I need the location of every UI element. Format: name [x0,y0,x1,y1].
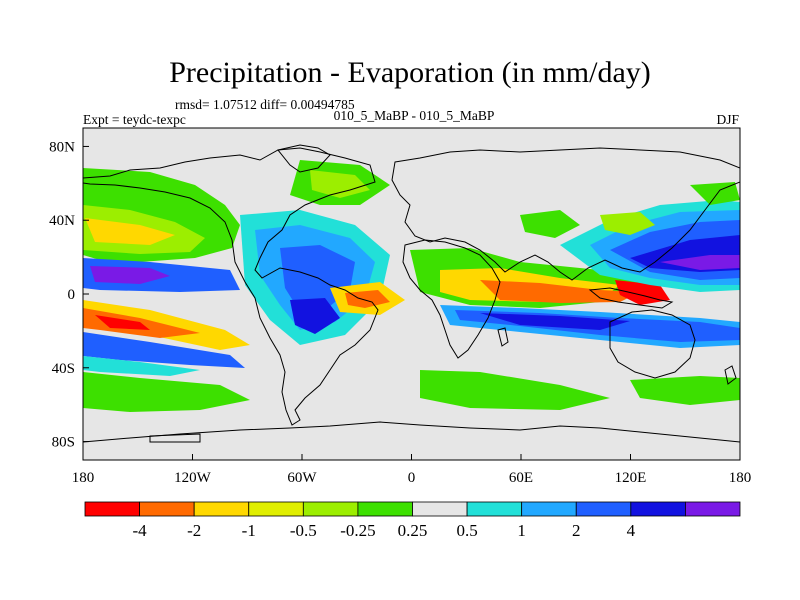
continent-outlines [83,144,740,443]
colorbar-label: -1 [242,521,256,540]
map-panel [83,128,740,460]
region-atlantic-orange [345,290,390,308]
colorbar-swatch [685,501,741,517]
chart-title: Precipitation - Evaporation (in mm/day) [169,56,651,89]
region-canada-green [690,182,740,205]
region-north-pacific-orange [85,218,175,245]
colorbar-swatch [412,501,468,517]
outline-madagascar [497,327,509,347]
region-indian-orange [480,280,640,303]
colorbar-label: -0.5 [290,521,317,540]
colorbar-swatch [575,501,632,517]
region-southern-ocean-green-far-east [630,376,740,405]
x-tick-label: 120E [615,470,647,486]
colorbar-swatch [248,501,304,517]
y-tick-label: 40N [49,213,75,229]
y-tick-label: 80S [52,435,75,451]
colorbar-label: 1 [517,521,526,540]
colorbar-swatch [357,501,413,517]
colorbar-swatch [630,501,686,517]
colorbar-label: -2 [187,521,201,540]
colorbar-label: 4 [627,521,636,540]
region-south-pacific-orange [83,308,200,338]
outline-australia [609,309,696,379]
colorbar-swatch [84,501,140,517]
region-amazon-darkblue [290,298,340,334]
x-tick-label: 180 [729,470,752,486]
stats-label: rmsd= 1.07512 diff= 0.00494785 [175,97,355,112]
outline-new-zealand [724,365,737,385]
region-west-pacific-purple [660,255,740,270]
x-tick-label: 60W [287,470,317,486]
region-south-pacific-cyan [83,356,200,376]
outline-greenland [277,144,331,173]
colorbar-swatch [139,501,195,517]
colorbar-label: -4 [132,521,147,540]
colorbar-label: -0.25 [340,521,375,540]
y-axis-ticks: 80N 40N 0 40S 80S [49,139,89,451]
x-tick-label: 60E [509,470,533,486]
outline-antarctic-shelf [149,433,201,443]
colorbar-label: 2 [572,521,581,540]
region-north-atlantic-yellow [310,170,370,198]
x-tick-label: 180 [72,470,95,486]
colorbar-swatch [193,501,250,517]
region-asia-green [520,210,580,238]
y-tick-label: 40S [52,361,75,377]
x-tick-label: 0 [408,470,416,486]
colorbar-label: 0.5 [456,521,477,540]
region-southern-ocean-green-west [83,372,250,412]
season-label: DJF [716,112,739,127]
outline-antarctica [83,421,740,443]
region-pacific-itcz-purple [90,266,170,284]
outline-eurasia [391,147,740,281]
region-kuroshio-green [600,212,655,235]
outline-africa [402,239,501,359]
y-tick-label: 80N [49,139,75,155]
colorbar: -4 -2 -1 -0.5 -0.25 0.25 0.5 1 2 4 [84,501,741,540]
x-tick-label: 120W [174,470,212,486]
region-south-pacific-red [95,315,150,330]
region-indian-darkblue [480,313,630,330]
period-label: 010_5_MaBP - 010_5_MaBP [334,108,495,123]
experiment-label: Expt = teydc-texpc [83,112,186,127]
colorbar-swatch [302,501,359,517]
colorbar-swatch [521,501,577,517]
region-southern-ocean-green-east [420,370,610,410]
region-south-pacific-blue [83,332,245,368]
x-axis-ticks: 180 120W 60W 0 60E 120E 180 [72,454,752,486]
outline-indonesia [588,287,674,309]
y-tick-label: 0 [68,287,76,303]
colorbar-swatch [466,501,523,517]
outline-north-america [83,147,379,426]
colorbar-label: 0.25 [398,521,428,540]
